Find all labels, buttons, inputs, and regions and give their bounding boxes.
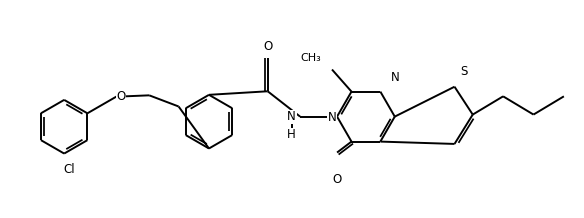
- Text: N: N: [390, 71, 399, 84]
- Text: O: O: [263, 40, 272, 53]
- Text: Cl: Cl: [64, 163, 75, 176]
- Text: N: N: [328, 111, 336, 124]
- Text: CH₃: CH₃: [301, 53, 321, 63]
- Text: H: H: [287, 128, 296, 141]
- Text: O: O: [116, 90, 126, 103]
- Text: N: N: [287, 110, 296, 123]
- Text: O: O: [332, 173, 342, 186]
- Text: S: S: [460, 65, 467, 78]
